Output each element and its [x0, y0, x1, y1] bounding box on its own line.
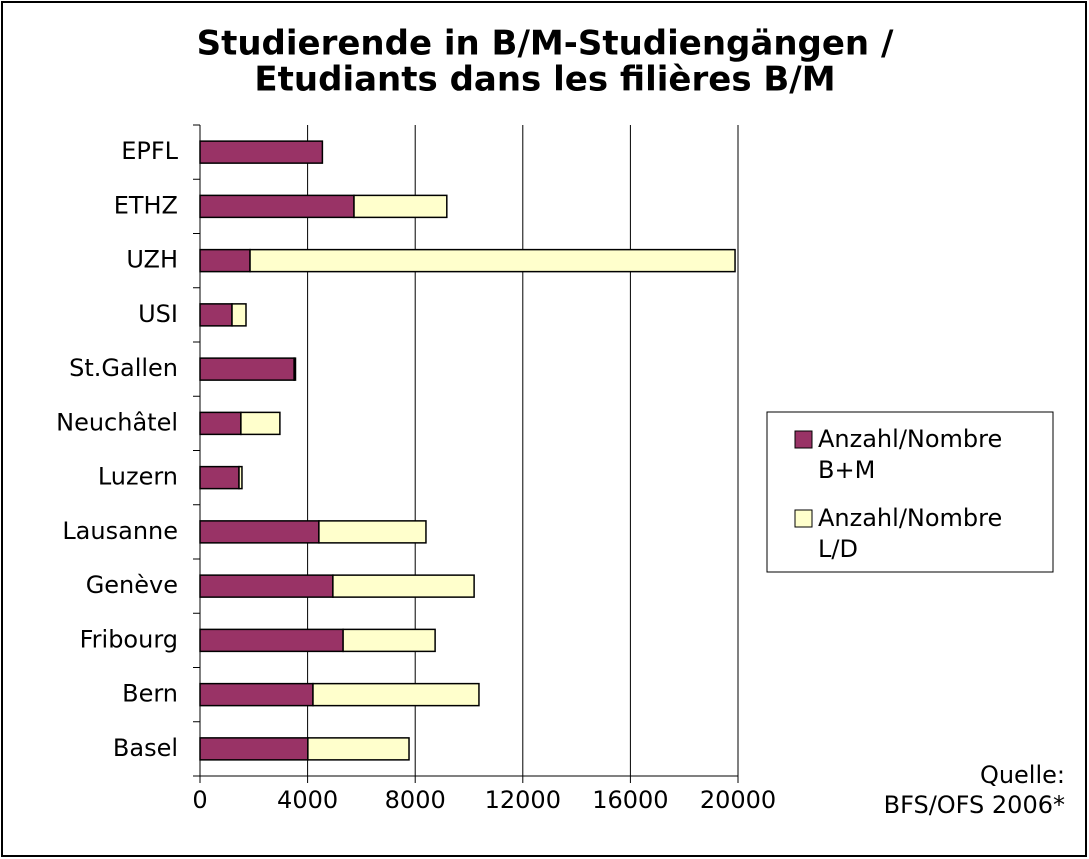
x-tick-label: 8000	[385, 786, 446, 814]
x-tick-label: 12000	[485, 786, 561, 814]
legend-label: Anzahl/Nombre B+M	[818, 425, 1002, 484]
bar	[199, 357, 295, 381]
legend-label-line: Anzahl/Nombre	[818, 504, 1002, 532]
bar	[307, 737, 410, 761]
bar	[199, 737, 309, 761]
bar	[231, 303, 247, 327]
bar	[199, 520, 320, 544]
y-tick-label: St.Gallen	[69, 354, 178, 382]
y-tick-label: Fribourg	[80, 625, 178, 653]
bar	[199, 574, 334, 598]
y-tick-label: UZH	[126, 246, 178, 274]
y-tick-label: EPFL	[121, 137, 178, 165]
y-tick-label: ETHZ	[114, 191, 178, 219]
bar	[199, 682, 314, 707]
bar	[293, 357, 297, 381]
legend-swatch	[794, 430, 813, 449]
x-tick-label: 0	[192, 786, 207, 814]
legend-label-line: L/D	[818, 535, 858, 563]
y-tick-label: USI	[138, 300, 178, 328]
y-tick-label: Luzern	[98, 463, 178, 491]
x-tick-label: 20000	[700, 786, 776, 814]
x-tick-label: 4000	[277, 786, 338, 814]
y-tick-label: Genève	[86, 571, 178, 599]
chart-title: Studierende in B/M-Studiengängen /	[197, 24, 894, 64]
y-tick-label: Neuchâtel	[56, 408, 178, 436]
bar	[238, 465, 243, 490]
bar	[199, 411, 242, 436]
legend-box	[766, 411, 1054, 573]
legend-swatch	[794, 509, 813, 528]
bar	[249, 248, 736, 273]
bar	[199, 303, 233, 327]
y-tick-label: Bern	[122, 680, 178, 708]
bar	[240, 411, 281, 436]
bar	[199, 194, 355, 219]
y-tick-label: Basel	[113, 734, 178, 762]
x-tick-label: 16000	[592, 786, 668, 814]
bar	[332, 574, 475, 598]
bar	[312, 682, 480, 707]
legend-label-line: Anzahl/Nombre	[818, 425, 1002, 453]
legend-label: Anzahl/Nombre L/D	[818, 504, 1002, 563]
bar	[199, 465, 240, 490]
bar	[318, 520, 427, 544]
bar	[199, 248, 251, 273]
bar	[199, 140, 324, 164]
legend-label-line: B+M	[818, 456, 875, 484]
y-tick-label: Lausanne	[62, 517, 178, 545]
bar	[353, 194, 448, 219]
chart-title: Etudiants dans les filières B/M	[254, 60, 835, 100]
bar	[342, 628, 436, 653]
source-note: BFS/OFS 2006*	[884, 791, 1065, 819]
bar	[199, 628, 344, 653]
source-note: Quelle:	[980, 761, 1065, 789]
